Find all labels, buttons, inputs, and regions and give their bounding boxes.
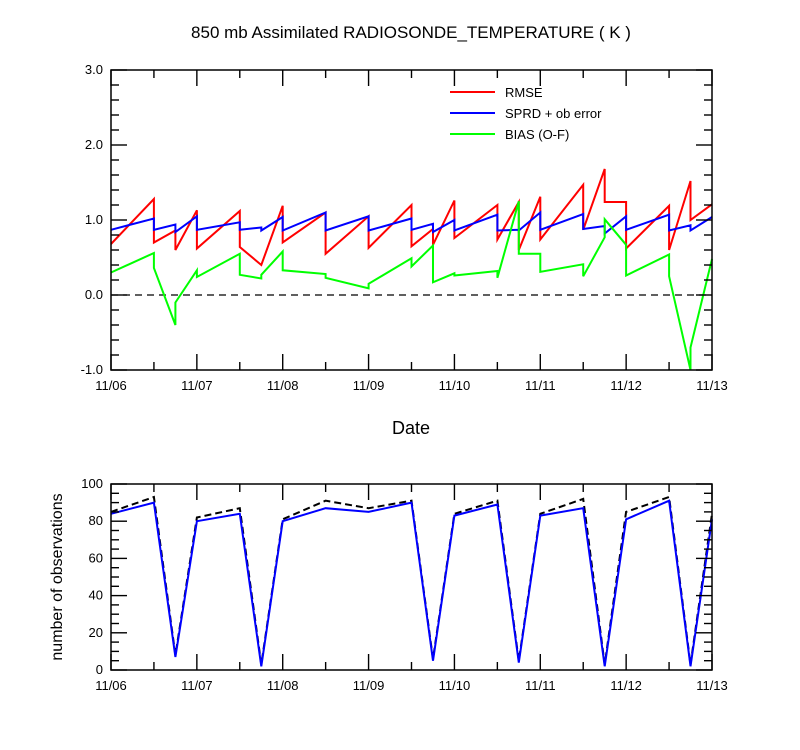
x-tick-label: 11/06 (95, 378, 127, 393)
bottom-chart: 11/06 11/07 11/08 11/09 11/10 11/11 11/12 11/13… (49, 476, 728, 693)
x-tick-label: 11/10 (439, 678, 471, 693)
top-plot-area (110, 168, 713, 371)
x-tick-label: 11/13 (696, 678, 728, 693)
bottom-axis-ticks: 11/06 11/07 11/08 11/09 11/10 11/11 11/12 11/13… (81, 476, 727, 693)
series-line-assimilated (110, 499, 713, 667)
y-tick-label: 2.0 (85, 137, 103, 152)
legend-label-bias-o-f: BIAS (O-F) (505, 127, 569, 142)
x-tick-label: 11/10 (439, 378, 471, 393)
top-legend: RMSE SPRD + ob error BIAS (O-F) (450, 85, 602, 142)
y-tick-label: 80 (89, 513, 103, 528)
x-tick-label: 11/13 (696, 378, 728, 393)
y-tick-label: 100 (81, 476, 103, 491)
top-axis-ticks: 11/06 11/07 11/08 11/09 11/10 11/11 11/12 11/13… (81, 62, 728, 393)
y-tick-label: 40 (89, 588, 103, 603)
chart-title: 850 mb Assimilated RADIOSONDE_TEMPERATUR… (191, 23, 631, 42)
series-line-sprd-ob-error (110, 210, 713, 236)
x-tick-label: 11/09 (353, 678, 385, 693)
top-chart: 850 mb Assimilated RADIOSONDE_TEMPERATUR… (81, 23, 728, 438)
y-tick-label: 60 (89, 550, 103, 565)
legend-label-rmse: RMSE (505, 85, 543, 100)
x-tick-label: 11/09 (353, 378, 385, 393)
series-line-bias-o-f (110, 201, 713, 371)
x-tick-label: 11/07 (181, 678, 213, 693)
legend-label-sprd-ob-error: SPRD + ob error (505, 106, 602, 121)
x-tick-label: 11/08 (267, 378, 299, 393)
y-tick-label: 1.0 (85, 212, 103, 227)
y-tick-label: -1.0 (81, 362, 103, 377)
bottom-y-axis-label: number of observations (49, 493, 66, 660)
x-tick-label: 11/08 (267, 678, 299, 693)
y-tick-label: 3.0 (85, 62, 103, 77)
x-tick-label: 11/11 (525, 678, 556, 693)
y-tick-label: 0.0 (85, 287, 103, 302)
x-tick-label: 11/12 (610, 678, 642, 693)
y-tick-label: 20 (89, 625, 103, 640)
x-tick-label: 11/12 (610, 378, 642, 393)
x-tick-label: 11/11 (525, 378, 556, 393)
x-tick-label: 11/07 (181, 378, 213, 393)
x-tick-label: 11/06 (95, 678, 127, 693)
bottom-plot-area (110, 495, 713, 667)
y-tick-label: 0 (96, 662, 103, 677)
top-x-axis-label: Date (392, 418, 430, 438)
